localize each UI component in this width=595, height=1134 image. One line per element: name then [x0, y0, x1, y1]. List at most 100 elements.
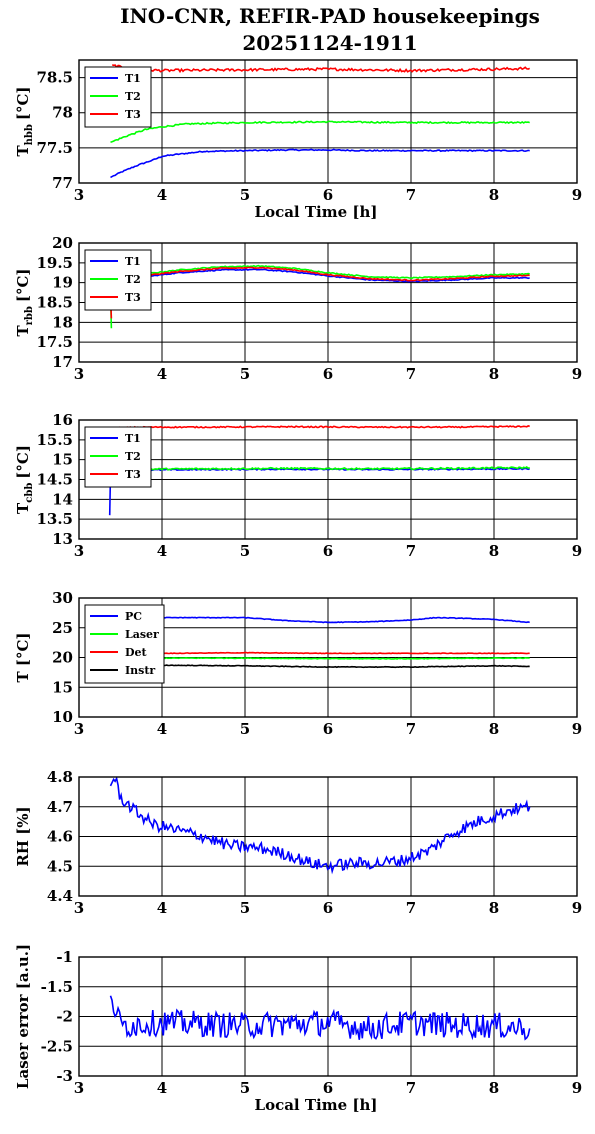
x-tick-label: 4	[157, 542, 167, 560]
y-tick-label: 18	[52, 313, 73, 331]
series-line-det	[112, 651, 530, 655]
y-axis-label: Trbb[°C]	[14, 268, 35, 336]
y-tick-label: 77.5	[36, 139, 73, 157]
y-axis-label: T [°C]	[14, 632, 32, 682]
legend-label: T1	[125, 72, 141, 85]
x-tick-label: 8	[489, 1079, 499, 1097]
y-tick-label: 78.5	[36, 69, 73, 87]
x-tick-label: 6	[323, 186, 333, 204]
series-line-t2	[112, 264, 530, 279]
y-tick-label: -2.5	[41, 1037, 73, 1055]
x-tick-label: 8	[489, 365, 499, 383]
x-tick-label: 6	[323, 1079, 333, 1097]
chart-panel-2: 3 4 5 6 7 8 91717.51818.51919.520Trbb[°C]T1T2T…	[14, 234, 582, 383]
x-tick-label: 4	[157, 1079, 167, 1097]
y-tick-label: 20	[52, 234, 73, 252]
x-tick-label: 9	[572, 1079, 582, 1097]
x-tick-label: 8	[489, 899, 499, 917]
x-tick-label: 5	[240, 720, 250, 738]
y-tick-label: 19.5	[36, 254, 73, 272]
x-tick-label: 9	[572, 365, 582, 383]
y-tick-label: 19	[52, 274, 73, 292]
y-tick-label: 13	[52, 530, 73, 548]
legend-label: T2	[125, 450, 141, 463]
chart-panel-5: 3 4 5 6 7 8 9 4.4 4.5 4.6 4.7 4.8 RH [%]	[14, 768, 582, 917]
y-tick-label: 4.6	[47, 828, 73, 846]
legend-label: PC	[125, 610, 142, 623]
x-tick-label: 6	[323, 720, 333, 738]
y-axis-label: Laser error [a.u.]	[14, 944, 32, 1089]
series-line-t1	[112, 268, 530, 283]
y-axis-label: RH [%]	[14, 806, 32, 866]
x-tick-label: 7	[406, 720, 416, 738]
series-line-t3	[112, 266, 530, 282]
x-tick-label: 4	[157, 899, 167, 917]
y-tick-label: 4.4	[47, 887, 73, 905]
chart-panel-3: 3 4 5 6 7 8 91313.51414.51515.516Tcbb[°C]T1T2T…	[14, 411, 582, 560]
series-line-t2	[112, 466, 530, 471]
x-tick-label: 7	[406, 1079, 416, 1097]
legend-label: Det	[125, 646, 148, 659]
x-tick-label: 3	[74, 542, 84, 560]
x-tick-label: 4	[157, 720, 167, 738]
chart-panel-4: 3 4 5 6 7 8 9 10 15 20 25 30 T [°C] PC Laser Det Instr	[14, 589, 582, 738]
x-tick-label: 7	[406, 365, 416, 383]
x-tick-label: 5	[240, 899, 250, 917]
y-tick-label: 17.5	[36, 333, 73, 351]
y-tick-label: 17	[52, 353, 73, 371]
x-tick-label: 3	[74, 365, 84, 383]
x-tick-label: 9	[572, 899, 582, 917]
y-tick-label: 77	[52, 174, 73, 192]
x-tick-label: 5	[240, 365, 250, 383]
x-tick-label: 3	[74, 186, 84, 204]
y-tick-label: 16	[52, 411, 73, 429]
legend-label: Laser	[125, 628, 159, 641]
y-tick-label: 13.5	[36, 510, 73, 528]
y-tick-label: 4.8	[47, 768, 73, 786]
legend-label: T3	[125, 108, 141, 121]
x-tick-label: 8	[489, 720, 499, 738]
x-tick-label: 4	[157, 186, 167, 204]
y-tick-label: 4.7	[47, 798, 73, 816]
x-tick-label: 5	[240, 186, 250, 204]
x-axis-label: Local Time [h]	[255, 1096, 378, 1114]
legend-label: T3	[125, 291, 141, 304]
x-tick-label: 7	[406, 899, 416, 917]
series-line-t2	[110, 120, 530, 143]
x-axis-label: Local Time [h]	[255, 203, 378, 221]
legend-label: T1	[125, 432, 141, 445]
x-tick-label: 5	[240, 1079, 250, 1097]
series-line-data	[109, 995, 531, 1041]
x-tick-label: 8	[489, 186, 499, 204]
legend-label: T2	[125, 90, 141, 103]
x-tick-label: 3	[74, 1079, 84, 1097]
y-tick-label: 15.5	[36, 431, 73, 449]
x-tick-label: 9	[572, 542, 582, 560]
x-tick-label: 6	[323, 365, 333, 383]
x-tick-label: 5	[240, 542, 250, 560]
y-tick-label: 15	[52, 678, 73, 696]
y-tick-label: -1.5	[41, 978, 73, 996]
y-tick-label: 14.5	[36, 471, 73, 489]
y-tick-label: -3	[56, 1067, 73, 1085]
y-tick-label: 20	[52, 649, 73, 667]
x-tick-label: 3	[74, 720, 84, 738]
y-tick-label: 14	[52, 490, 73, 508]
x-tick-label: 8	[489, 542, 499, 560]
x-tick-label: 4	[157, 365, 167, 383]
y-axis-label: Tcbb[°C]	[14, 445, 35, 514]
legend-label: Instr	[125, 664, 155, 677]
legend: T1 T2 T3	[84, 426, 152, 488]
y-tick-label: 18.5	[36, 294, 73, 312]
series-line-t3	[111, 64, 530, 74]
y-tick-label: -1	[56, 948, 73, 966]
y-tick-label: 78	[52, 104, 73, 122]
figure-title-line1: INO-CNR, REFIR-PAD housekeepings	[120, 4, 540, 28]
legend: PC Laser Det Instr	[84, 604, 165, 684]
series-line-pc	[112, 616, 530, 624]
series-line-instr	[112, 664, 530, 669]
x-tick-label: 3	[74, 899, 84, 917]
series-line-data	[109, 777, 531, 875]
legend-label: T3	[125, 468, 141, 481]
